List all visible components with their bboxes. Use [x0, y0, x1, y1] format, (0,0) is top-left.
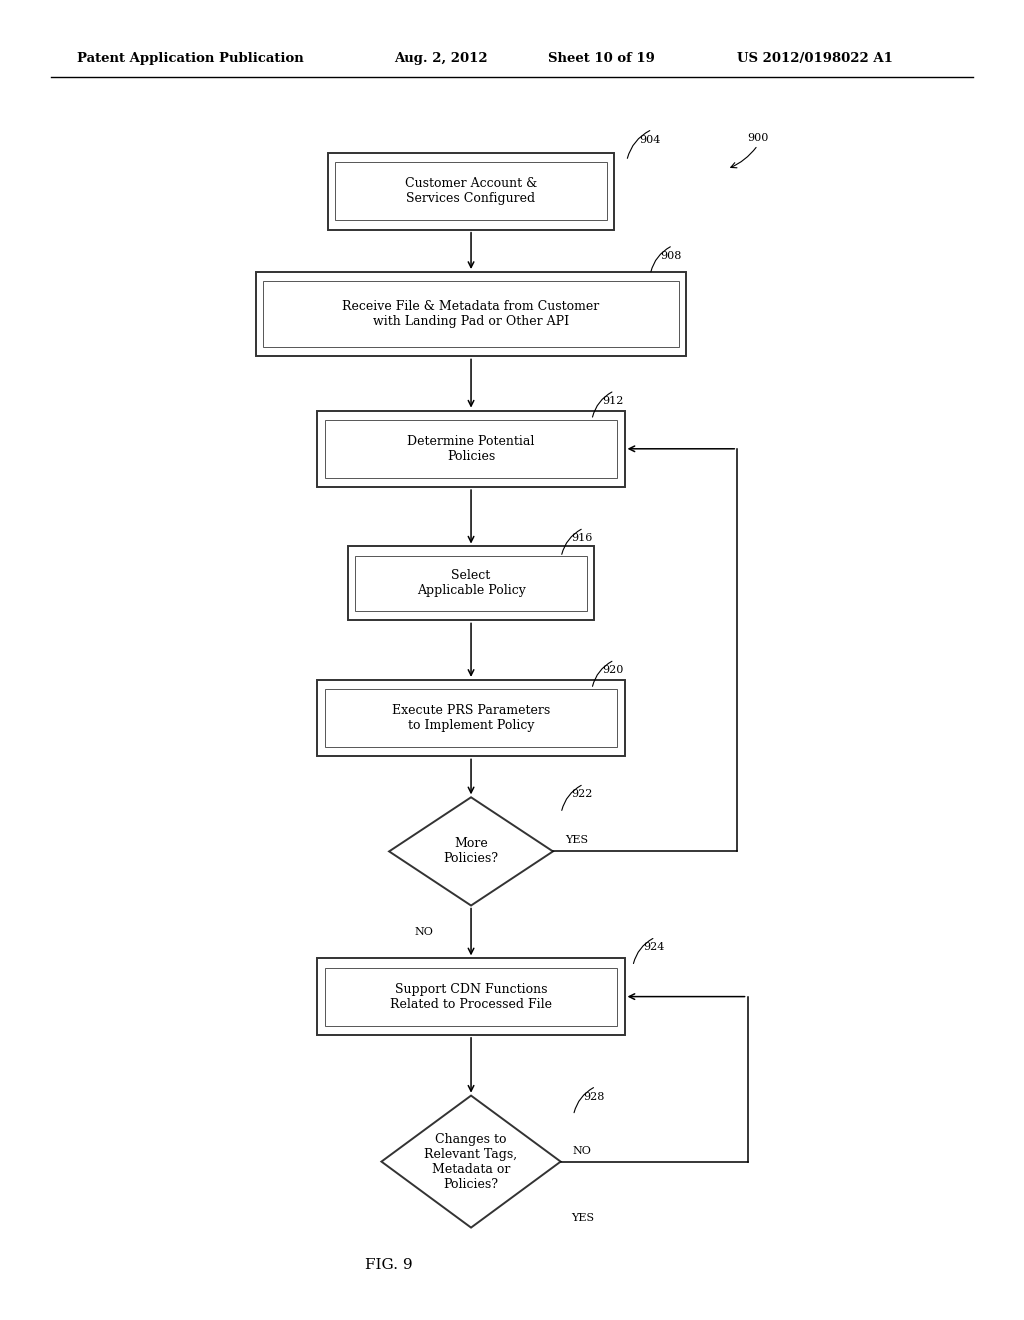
FancyBboxPatch shape [317, 680, 625, 756]
Text: NO: NO [573, 1146, 592, 1156]
FancyBboxPatch shape [355, 556, 587, 611]
Text: Receive File & Metadata from Customer
with Landing Pad or Other API: Receive File & Metadata from Customer wi… [342, 300, 600, 329]
Text: Changes to
Relevant Tags,
Metadata or
Policies?: Changes to Relevant Tags, Metadata or Po… [425, 1133, 517, 1191]
Text: Support CDN Functions
Related to Processed File: Support CDN Functions Related to Process… [390, 982, 552, 1011]
Text: Customer Account &
Services Configured: Customer Account & Services Configured [404, 177, 538, 206]
FancyBboxPatch shape [325, 689, 617, 747]
Text: 928: 928 [584, 1092, 605, 1102]
Text: 924: 924 [643, 942, 665, 953]
FancyBboxPatch shape [325, 420, 617, 478]
Polygon shape [382, 1096, 561, 1228]
Text: US 2012/0198022 A1: US 2012/0198022 A1 [737, 51, 893, 65]
FancyBboxPatch shape [256, 272, 686, 356]
Text: 908: 908 [660, 251, 682, 261]
Text: YES: YES [571, 1213, 594, 1224]
FancyBboxPatch shape [335, 162, 607, 220]
Polygon shape [389, 797, 553, 906]
Text: 916: 916 [571, 533, 593, 544]
Text: Determine Potential
Policies: Determine Potential Policies [408, 434, 535, 463]
Text: Patent Application Publication: Patent Application Publication [77, 51, 303, 65]
Text: 904: 904 [639, 135, 660, 145]
Text: Execute PRS Parameters
to Implement Policy: Execute PRS Parameters to Implement Poli… [392, 704, 550, 733]
Text: 912: 912 [602, 396, 624, 407]
Text: FIG. 9: FIG. 9 [366, 1258, 413, 1271]
Text: 922: 922 [571, 789, 593, 800]
FancyBboxPatch shape [263, 281, 679, 347]
FancyBboxPatch shape [328, 153, 614, 230]
Text: Select
Applicable Policy: Select Applicable Policy [417, 569, 525, 598]
Text: Aug. 2, 2012: Aug. 2, 2012 [394, 51, 487, 65]
FancyBboxPatch shape [325, 968, 617, 1026]
Text: NO: NO [415, 927, 433, 937]
Text: 900: 900 [748, 133, 769, 144]
FancyBboxPatch shape [348, 546, 594, 620]
FancyBboxPatch shape [317, 411, 625, 487]
Text: 920: 920 [602, 665, 624, 676]
FancyBboxPatch shape [317, 958, 625, 1035]
Text: Sheet 10 of 19: Sheet 10 of 19 [548, 51, 654, 65]
Text: More
Policies?: More Policies? [443, 837, 499, 866]
Text: YES: YES [565, 836, 589, 846]
